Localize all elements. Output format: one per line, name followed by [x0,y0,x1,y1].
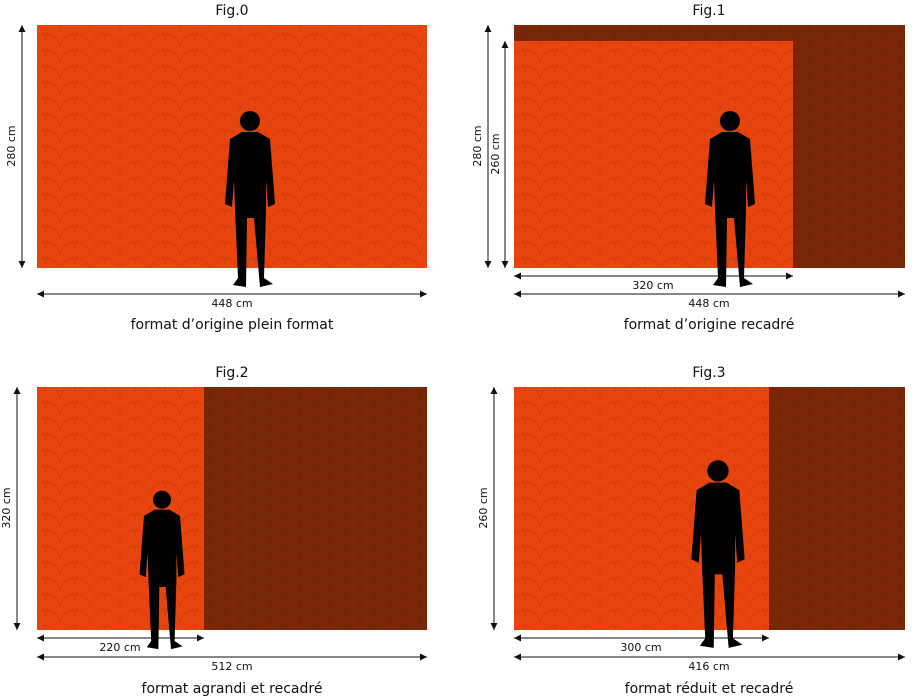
caption: format réduit et recadré [625,681,794,697]
caption: format d’origine recadré [624,317,795,333]
figure-title: Fig.0 [215,3,248,19]
figure: Fig.1 280 cm 260 cm 320 cm 448 cm format… [471,3,905,333]
figure-title: Fig.3 [692,365,725,381]
caption: format agrandi et recadré [142,681,323,697]
width-label: 416 cm [688,660,729,673]
caption: format d’origine plein format [131,317,334,333]
width-label: 220 cm [99,641,140,654]
figure: Fig.2 320 cm 220 cm 512 cm format agrand… [0,365,427,697]
figure: Fig.3 260 cm 300 cm 416 cm format réduit… [477,365,905,697]
width-label: 320 cm [632,279,673,292]
height-label: 280 cm [471,125,484,166]
figure-title: Fig.1 [692,3,725,19]
figure: Fig.0 280 cm 448 cm format d’origine ple… [5,3,427,333]
figure-title: Fig.2 [215,365,248,381]
width-label: 512 cm [211,660,252,673]
height-label: 260 cm [477,487,490,528]
crop [37,387,204,630]
height-label: 320 cm [0,487,13,528]
width-label: 448 cm [211,297,252,310]
width-label: 448 cm [688,297,729,310]
height-label: 260 cm [489,133,502,174]
height-label: 280 cm [5,125,18,166]
width-label: 300 cm [620,641,661,654]
